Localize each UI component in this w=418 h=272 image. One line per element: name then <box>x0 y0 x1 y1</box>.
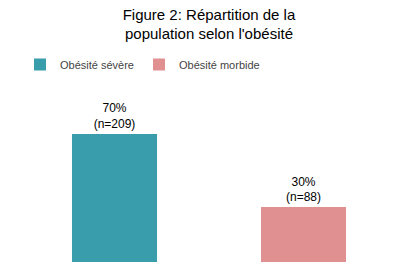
svg-text:30%(n=88): 30%(n=88) <box>286 175 321 205</box>
svg-text:Obésité morbide: Obésité morbide <box>179 59 260 71</box>
svg-text:Figure 2: Répartition de lapop: Figure 2: Répartition de lapopulation se… <box>123 6 296 43</box>
svg-text:Obésité sévère: Obésité sévère <box>60 59 134 71</box>
svg-text:70%(n=209): 70%(n=209) <box>94 101 136 131</box>
